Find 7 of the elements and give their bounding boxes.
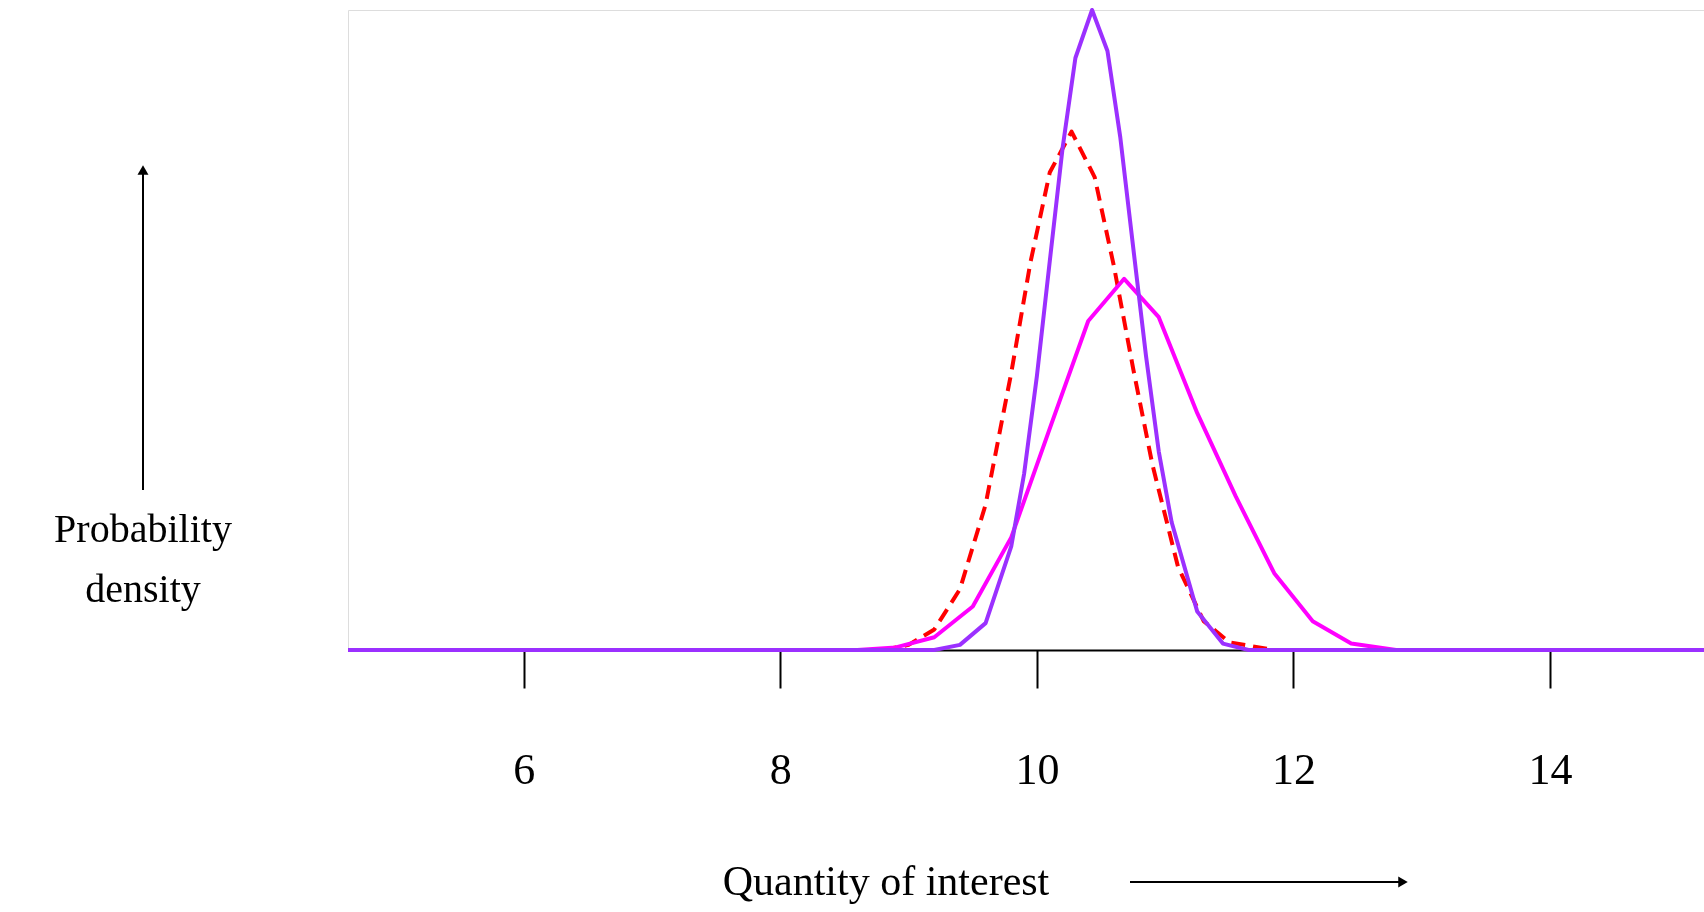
x-tick-label: 14: [1528, 744, 1573, 794]
x-tick-label: 6: [513, 744, 536, 794]
x-tick-label: 10: [1015, 744, 1060, 794]
y-axis-title: Probability density: [54, 506, 232, 611]
x-tick-label: 12: [1271, 744, 1316, 794]
x-tick-label: 8: [769, 744, 792, 794]
x-axis-title: Quantity of interest: [722, 858, 1050, 904]
